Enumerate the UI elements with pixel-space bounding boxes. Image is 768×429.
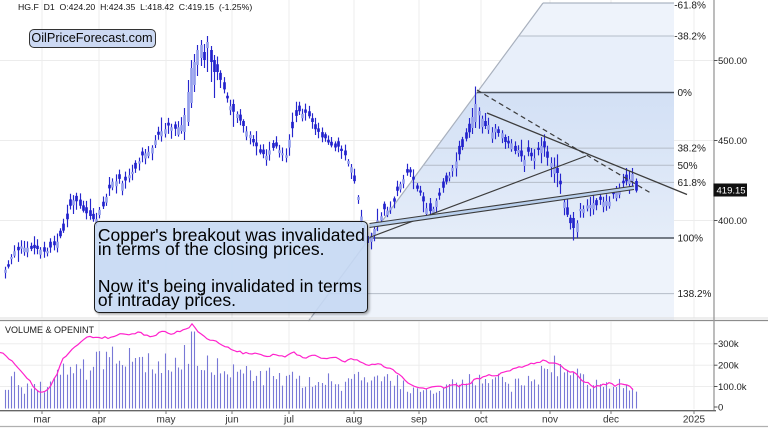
svg-text:0: 0 [718, 402, 723, 413]
svg-text:aug: aug [346, 415, 363, 426]
svg-text:500.00: 500.00 [718, 56, 747, 67]
svg-text:-61.8%: -61.8% [674, 1, 706, 12]
svg-text:apr: apr [92, 415, 107, 426]
svg-text:oct: oct [474, 415, 488, 426]
svg-text:nov: nov [542, 415, 558, 426]
svg-text:138.2%: 138.2% [678, 289, 712, 300]
svg-text:sep: sep [411, 415, 428, 426]
svg-text:200k: 200k [718, 361, 739, 372]
svg-text:419.15: 419.15 [717, 185, 746, 196]
svg-text:0%: 0% [678, 88, 693, 99]
svg-text:may: may [157, 415, 176, 426]
svg-text:38.2%: 38.2% [678, 144, 706, 155]
svg-text:2025: 2025 [683, 415, 706, 426]
svg-text:jun: jun [224, 415, 238, 426]
svg-text:dec: dec [603, 415, 619, 426]
svg-text:-38.2%: -38.2% [674, 32, 706, 43]
svg-text:jul: jul [283, 415, 294, 426]
svg-text:450.00: 450.00 [718, 136, 747, 147]
svg-text:mar: mar [33, 415, 51, 426]
svg-text:100%: 100% [678, 234, 704, 245]
svg-text:50%: 50% [678, 161, 698, 172]
svg-text:300k: 300k [718, 339, 739, 350]
svg-text:100.0k: 100.0k [718, 382, 747, 393]
svg-text:400.00: 400.00 [718, 216, 747, 227]
svg-text:61.8%: 61.8% [678, 178, 706, 189]
